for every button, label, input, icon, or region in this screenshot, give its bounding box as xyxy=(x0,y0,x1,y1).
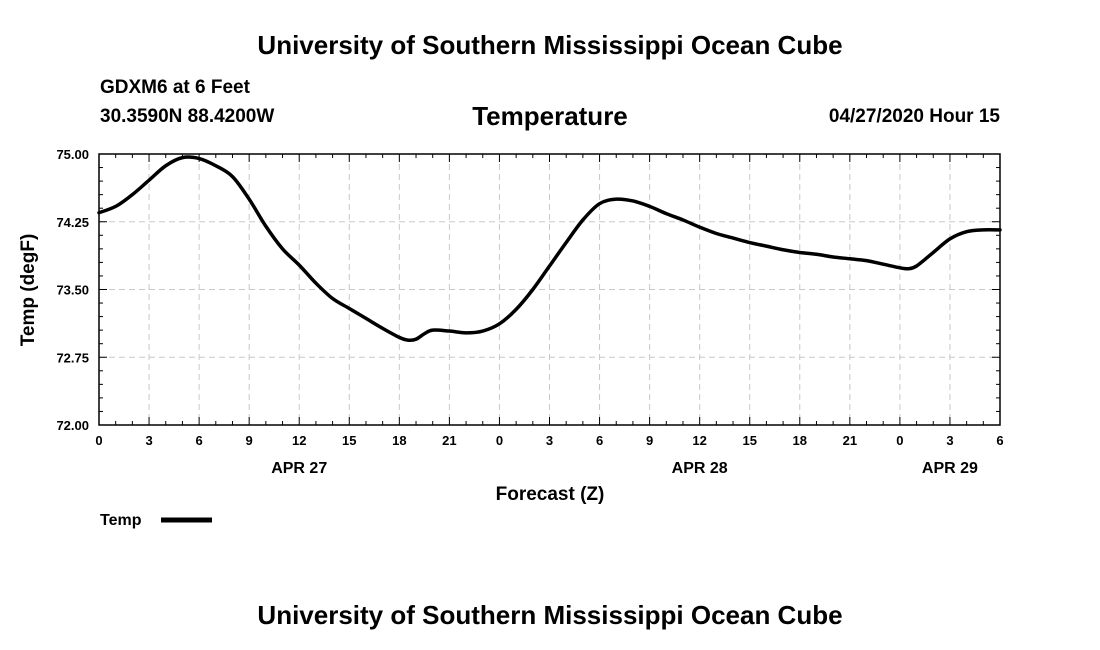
legend: Temp xyxy=(100,512,212,529)
chart-title: Temperature xyxy=(472,101,628,131)
day-label: APR 27 xyxy=(271,460,327,477)
x-tick-label: 9 xyxy=(646,433,653,448)
x-tick-label: 3 xyxy=(145,433,152,448)
y-axis-title: Temp (degF) xyxy=(18,234,39,347)
x-tick-label: 21 xyxy=(442,433,456,448)
y-tick-label: 73.50 xyxy=(56,283,89,298)
series-line-temp xyxy=(97,155,1002,342)
day-label: APR 28 xyxy=(672,460,728,477)
plot-frame xyxy=(98,153,1001,426)
x-tick-label: 6 xyxy=(996,433,1003,448)
x-tick-label: 6 xyxy=(596,433,603,448)
x-tick-label: 0 xyxy=(496,433,503,448)
station-label: GDXM6 at 6 Feet xyxy=(100,77,250,98)
x-tick-label: 6 xyxy=(195,433,202,448)
x-tick-label: 21 xyxy=(843,433,857,448)
x-tick-label: 18 xyxy=(793,433,807,448)
x-tick-label: 18 xyxy=(392,433,406,448)
x-tick-label: 15 xyxy=(742,433,756,448)
x-tick-label: 0 xyxy=(95,433,102,448)
x-tick-label: 3 xyxy=(946,433,953,448)
legend-label-temp: Temp xyxy=(100,512,142,529)
x-tick-label: 9 xyxy=(246,433,253,448)
forecast-timestamp: 04/27/2020 Hour 15 xyxy=(828,106,1000,127)
x-tick-label: 15 xyxy=(342,433,356,448)
report-title: University of Southern Mississippi Ocean… xyxy=(257,30,843,60)
y-tick-label: 74.25 xyxy=(56,215,89,230)
x-tick-label: 0 xyxy=(896,433,903,448)
y-tick-label: 72.75 xyxy=(56,350,89,365)
coordinates-label: 30.3590N 88.4200W xyxy=(100,106,275,127)
x-tick-label: 3 xyxy=(546,433,553,448)
x-axis-title: Forecast (Z) xyxy=(496,484,605,505)
grid-lines xyxy=(99,154,1000,425)
axis-labels: 0 3 6 9 12 15 18 21 0 3 6 9 12 15 18 21 0 3 6 72.00 72.75 73.… xyxy=(56,147,1003,477)
x-tick-label: 12 xyxy=(692,433,706,448)
footer-title: University of Southern Mississippi Ocean… xyxy=(257,600,843,630)
y-tick-label: 75.00 xyxy=(56,147,89,162)
day-label: APR 29 xyxy=(922,460,978,477)
y-tick-label: 72.00 xyxy=(56,418,89,433)
x-tick-label: 12 xyxy=(292,433,306,448)
